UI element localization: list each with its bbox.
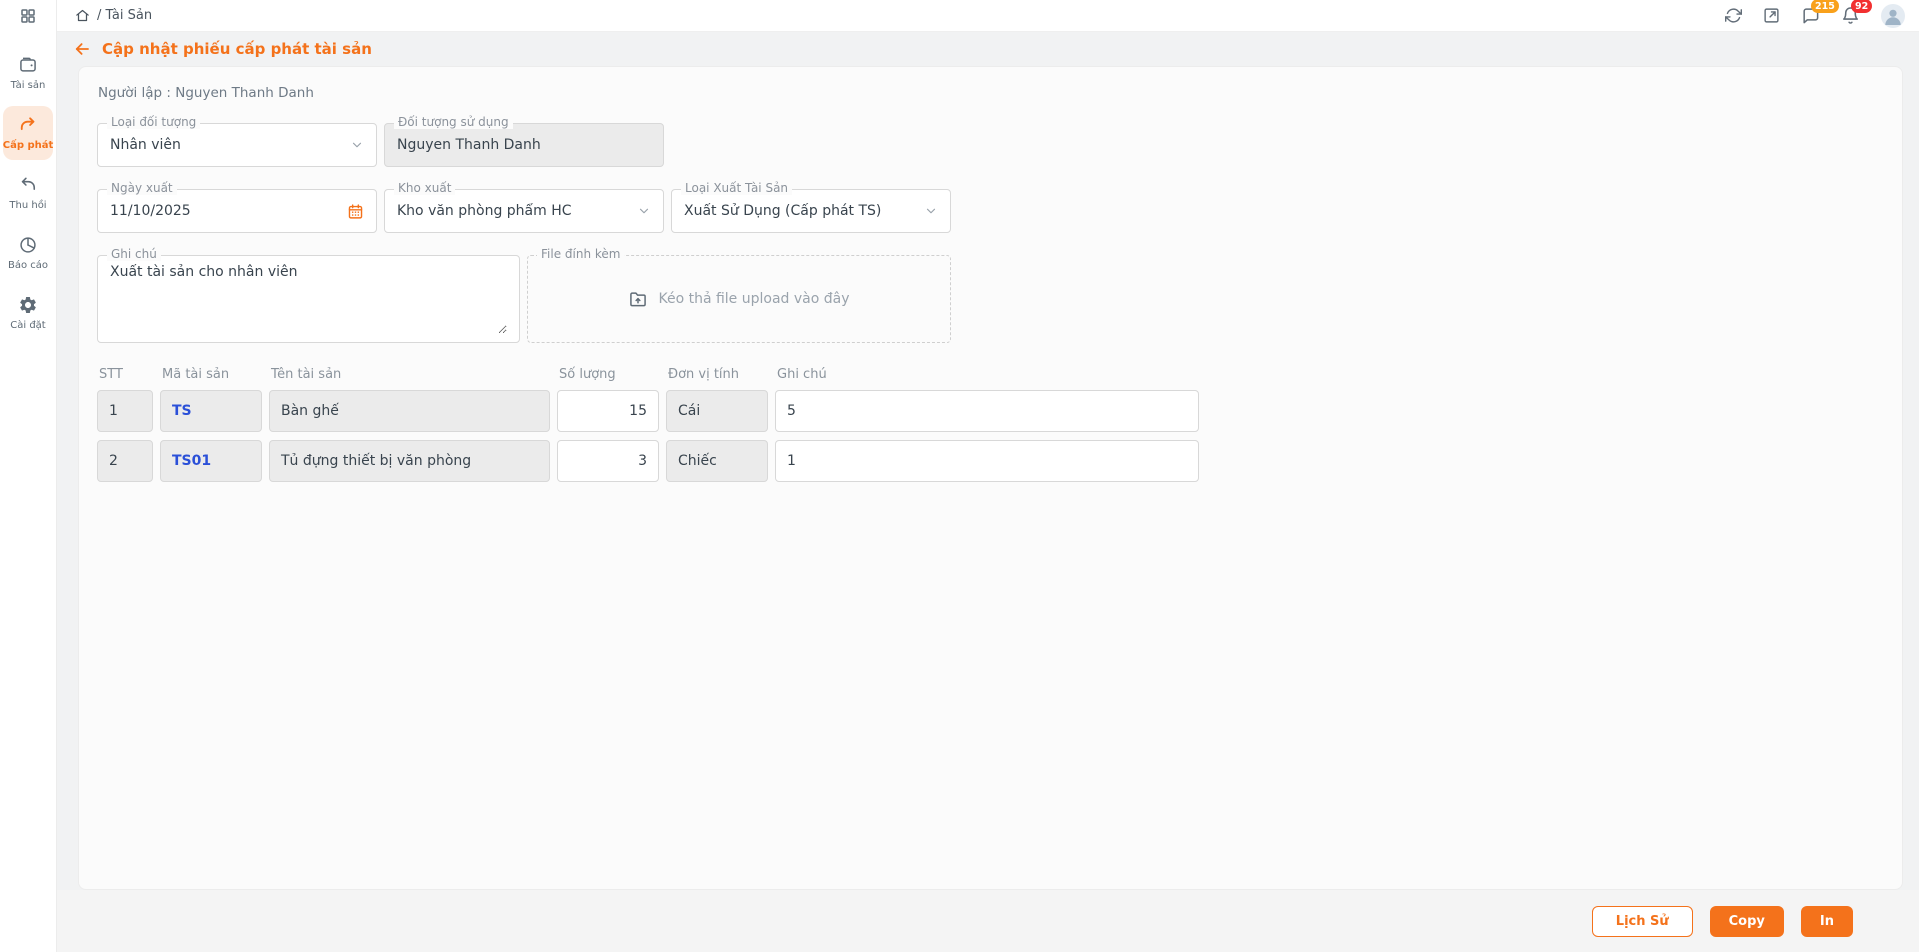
col-header-ten-tai-san: Tên tài sản — [271, 367, 342, 382]
col-header-ghi-chu: Ghi chú — [777, 367, 827, 382]
sidebar-item-label: Tài sản — [10, 80, 46, 91]
form-row-2: Ngày xuất Kho xuất Kho văn phòng phẩm H — [97, 182, 1884, 233]
so-luong-input[interactable] — [569, 453, 647, 469]
field-label: Ghi chú — [107, 248, 161, 261]
table-row: 2 TS01 Tủ đựng thiết bị văn phòng Chiếc — [97, 440, 1199, 482]
so-luong-cell — [557, 390, 659, 432]
ngay-xuat-date-field[interactable]: Ngày xuất — [97, 182, 377, 233]
col-header-so-luong: Số lượng — [559, 367, 616, 382]
chevron-down-icon — [924, 204, 938, 218]
gear-icon — [18, 295, 38, 315]
breadcrumb-text: / Tài Sản — [97, 8, 153, 23]
refresh-icon[interactable] — [1725, 7, 1742, 24]
sidebar: Tài sản Cấp phát Thu hồi — [0, 0, 57, 952]
don-vi-tinh-cell: Chiếc — [666, 440, 768, 482]
sidebar-item-bao-cao[interactable]: Báo cáo — [3, 226, 53, 280]
stt-cell: 2 — [97, 440, 153, 482]
form-card: Người lập : Nguyen Thanh Danh Loại đối t… — [78, 66, 1903, 890]
page-header: Cập nhật phiếu cấp phát tài sản — [57, 32, 1919, 66]
table-row: 1 TS Bàn ghế Cái — [97, 390, 1199, 432]
breadcrumb[interactable]: / Tài Sản — [75, 8, 152, 23]
sidebar-item-label: Thu hồi — [9, 200, 47, 211]
redo-arrow-icon — [18, 115, 38, 135]
topbar-actions: 215 92 — [1725, 0, 1905, 28]
footer-actions: Lịch Sử Copy In — [57, 890, 1919, 952]
col-header-don-vi-tinh: Đơn vị tính — [668, 367, 740, 382]
stt-cell: 1 — [97, 390, 153, 432]
field-value: Nhân viên — [110, 137, 181, 153]
sidebar-item-cai-dat[interactable]: Cài đặt — [3, 286, 53, 340]
field-value: Kho văn phòng phẩm HC — [397, 203, 572, 219]
field-label: Loại Xuất Tài Sản — [681, 182, 793, 195]
print-button[interactable]: In — [1800, 905, 1853, 937]
ghi-chu-cell — [775, 390, 1199, 432]
chat-badge: 215 — [1811, 0, 1839, 13]
sidebar-item-label: Cấp phát — [2, 140, 54, 151]
page-title: Cập nhật phiếu cấp phát tài sản — [102, 40, 372, 58]
ghi-chu-field: Ghi chú Xuất tài sản cho nhân viên — [97, 248, 520, 343]
ghi-chu-input[interactable] — [787, 453, 1187, 469]
sidebar-item-label: Cài đặt — [10, 320, 46, 331]
ten-tai-san-cell: Bàn ghế — [269, 390, 550, 432]
home-icon — [75, 8, 90, 23]
sidebar-item-label: Báo cáo — [7, 260, 49, 271]
field-value: Xuất Sử Dụng (Cấp phát TS) — [684, 203, 882, 219]
kho-xuat-select[interactable]: Kho xuất Kho văn phòng phẩm HC — [384, 182, 664, 233]
field-label: Loại đối tượng — [107, 116, 201, 129]
folder-upload-icon — [628, 289, 648, 309]
history-button[interactable]: Lịch Sử — [1591, 905, 1693, 937]
ghi-chu-cell — [775, 440, 1199, 482]
pie-chart-icon — [18, 235, 38, 255]
main-content: Cập nhật phiếu cấp phát tài sản Người lậ… — [57, 32, 1919, 952]
notification-bell-icon[interactable]: 92 — [1841, 0, 1873, 25]
user-avatar[interactable] — [1881, 3, 1905, 28]
undo-arrow-icon — [18, 175, 38, 195]
col-header-stt: STT — [99, 367, 123, 382]
ma-tai-san-cell: TS01 — [160, 440, 262, 482]
topbar: / Tài Sản 215 92 — [57, 0, 1919, 32]
dropzone-text: Kéo thả file upload vào đây — [658, 291, 850, 307]
sidebar-item-cap-phat[interactable]: Cấp phát — [3, 106, 53, 160]
so-luong-cell — [557, 440, 659, 482]
ghi-chu-input[interactable] — [787, 403, 1187, 419]
sidebar-nav: Tài sản Cấp phát Thu hồi — [0, 46, 56, 340]
field-label: Kho xuất — [394, 182, 456, 195]
ten-tai-san-cell: Tủ đựng thiết bị văn phòng — [269, 440, 550, 482]
form-row-1: Loại đối tượng Nhân viên Đối tượng sử dụ… — [97, 116, 1884, 167]
notification-badge: 92 — [1851, 0, 1873, 13]
sidebar-item-thu-hoi[interactable]: Thu hồi — [3, 166, 53, 220]
ngay-xuat-input[interactable] — [110, 203, 339, 219]
so-luong-input[interactable] — [569, 403, 647, 419]
creator-text: Người lập : Nguyen Thanh Danh — [98, 85, 314, 101]
field-label: Đối tượng sử dụng — [394, 116, 513, 129]
field-label: Ngày xuất — [107, 182, 177, 195]
loai-doi-tuong-select[interactable]: Loại đối tượng Nhân viên — [97, 116, 377, 167]
fullscreen-icon[interactable] — [1763, 7, 1780, 24]
asset-table: STT Mã tài sản Tên tài sản Số lượng Đơn … — [97, 367, 1199, 482]
chevron-down-icon — [637, 204, 651, 218]
file-upload-dropzone[interactable]: File đính kèm Kéo thả file upload vào đâ… — [527, 248, 951, 343]
wallet-icon — [18, 55, 38, 75]
don-vi-tinh-cell: Cái — [666, 390, 768, 432]
form-row-3: Ghi chú Xuất tài sản cho nhân viên File … — [97, 248, 1884, 343]
ma-tai-san-cell: TS — [160, 390, 262, 432]
doi-tuong-su-dung-field: Đối tượng sử dụng Nguyen Thanh Danh — [384, 116, 664, 167]
asset-table-header: STT Mã tài sản Tên tài sản Số lượng Đơn … — [97, 367, 1199, 382]
back-arrow-icon[interactable] — [73, 40, 91, 58]
app-grid-icon[interactable] — [0, 0, 56, 32]
loai-xuat-tai-san-select[interactable]: Loại Xuất Tài Sản Xuất Sử Dụng (Cấp phát… — [671, 182, 951, 233]
field-value: Nguyen Thanh Danh — [397, 137, 541, 153]
sidebar-item-tai-san[interactable]: Tài sản — [3, 46, 53, 100]
chat-icon[interactable]: 215 — [1801, 0, 1839, 25]
ghi-chu-textarea[interactable]: Xuất tài sản cho nhân viên — [110, 264, 507, 334]
calendar-icon[interactable] — [347, 203, 364, 220]
copy-button[interactable]: Copy — [1709, 905, 1784, 937]
field-label: File đính kèm — [537, 248, 625, 261]
col-header-ma-tai-san: Mã tài sản — [162, 367, 230, 382]
chevron-down-icon — [350, 138, 364, 152]
